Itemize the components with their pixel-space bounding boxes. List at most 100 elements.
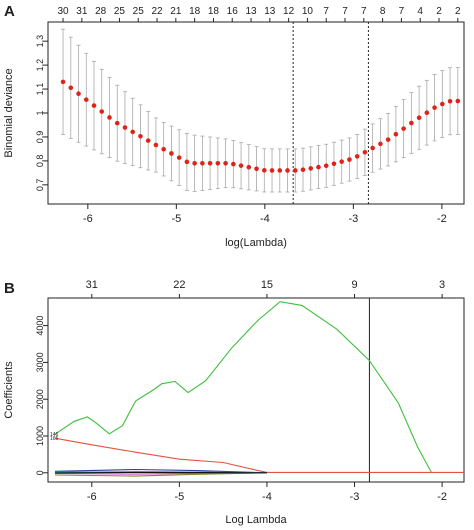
- panel-a-deviance-point: [393, 131, 399, 137]
- panel-a-deviance-point: [362, 149, 368, 155]
- panel-a-deviance-point: [354, 154, 360, 159]
- panel-a-top-axis-label: 16: [227, 6, 239, 17]
- panel-b-x-tick-label: -6: [87, 491, 97, 503]
- panel-a-top-axis-label: 7: [342, 6, 348, 17]
- panel-a-deviance-point: [83, 97, 89, 102]
- panel-b-coefficient-path: [54, 437, 464, 473]
- panel-b-coefficient-paths: Log Lambda Coefficients -6 -5 -4 -3 -2 0 1000 2…: [3, 279, 465, 526]
- panel-a-x-axis-label: log(Lambda): [225, 237, 287, 249]
- panel-a-deviance-point: [68, 85, 74, 91]
- panel-a-top-axis-label: 13: [245, 6, 257, 17]
- panel-a-deviance-point: [138, 133, 143, 139]
- panel-a-y-axis-label: Binomial deviance: [3, 68, 15, 157]
- panel-a-top-axis-label: 21: [170, 6, 182, 17]
- panel-b-label: B: [4, 280, 15, 297]
- panel-a-top-axis-label: 28: [95, 6, 107, 17]
- panel-a-deviance-point: [331, 161, 337, 167]
- panel-a-top-axis-label: 13: [264, 6, 276, 17]
- panel-a-deviance-point: [316, 164, 321, 170]
- panel-a-x-tick-label: -4: [260, 213, 270, 225]
- panel-a-deviance-point: [145, 138, 151, 143]
- panel-a-x-tick-label: -3: [348, 213, 358, 225]
- panel-a-deviance-point: [285, 168, 290, 173]
- panel-b-x-tick-label: -4: [262, 491, 272, 503]
- panel-a-deviance-point: [447, 98, 453, 104]
- panel-b-y-tick-label: 1000: [35, 426, 45, 446]
- panel-a-y-tick-label: 1: [35, 110, 45, 115]
- panel-a-label: A: [4, 3, 15, 20]
- panel-a-deviance-point: [347, 157, 352, 162]
- panel-a-x-tick-label: -2: [437, 213, 447, 225]
- panel-a-top-axis-label: 25: [133, 6, 145, 17]
- panel-a-top-axis-label: 31: [76, 6, 88, 17]
- panel-b-top-axis-label: 15: [261, 279, 273, 291]
- panel-a-top-axis-label: 7: [399, 6, 405, 17]
- panel-b-y-tick-label: 3000: [35, 352, 45, 372]
- panel-a-y-tick-label: 1.1: [35, 83, 45, 96]
- panel-a-deviance-point: [323, 163, 329, 169]
- panel-a-deviance-point: [169, 151, 174, 156]
- panel-a-deviance-point: [455, 98, 461, 104]
- panel-a-deviance-point: [99, 109, 105, 114]
- panel-a-top-axis-label: 22: [151, 6, 163, 17]
- panel-a-deviance-point: [292, 168, 298, 173]
- panel-a-deviance-point: [76, 91, 81, 97]
- panel-a-deviance-point: [440, 101, 445, 107]
- panel-b-coefficient-path: [54, 301, 433, 474]
- panel-b-x-tick-label: -3: [350, 491, 360, 503]
- panel-a-deviance-point: [114, 120, 120, 126]
- panel-a-deviance-point: [107, 115, 112, 120]
- panel-a-top-axis-label: 18: [208, 6, 220, 17]
- panel-b-y-tick-label: 4000: [35, 316, 45, 336]
- panel-a-plot-frame: [47, 21, 465, 205]
- panel-a-top-axis-label: 10: [302, 6, 314, 17]
- panel-a-y-tick-label: 1.2: [35, 59, 45, 72]
- panel-a-y-tick-label: 0.7: [35, 179, 45, 192]
- panel-a-top-axis-label: 2: [436, 6, 442, 17]
- panel-a-top-axis-label: 7: [323, 6, 329, 17]
- panel-a-deviance-point: [153, 142, 159, 148]
- panel-a-top-axis-label: 8: [380, 6, 386, 17]
- panel-a-deviance-point: [238, 163, 244, 168]
- panel-a-deviance-point: [184, 159, 190, 165]
- panel-a-deviance-point: [215, 160, 221, 166]
- panel-a-deviance-point: [424, 110, 430, 116]
- panel-b-x-tick-label: -5: [174, 491, 184, 503]
- panel-a-deviance-point: [261, 168, 267, 173]
- panel-b-x-tick-label: -2: [437, 491, 447, 503]
- panel-b-coefficient-path: [54, 468, 267, 474]
- panel-b-y-tick-label: 2000: [35, 389, 45, 409]
- panel-a-top-axis-label: 2: [455, 6, 461, 17]
- panel-a-deviance-point: [130, 129, 136, 135]
- panel-a-deviance-point: [60, 79, 66, 85]
- panel-a-deviance-point: [246, 164, 252, 170]
- panel-a-deviance-point: [231, 161, 236, 167]
- panel-a-deviance-point: [91, 103, 97, 108]
- panel-a-top-axis-label: 12: [283, 6, 295, 17]
- panel-a-deviance-point: [385, 137, 391, 142]
- panel-b-top-axis-label: 9: [351, 279, 357, 291]
- panel-b-path-label: 146: [50, 432, 59, 438]
- panel-a-deviance-point: [223, 160, 228, 166]
- panel-a-deviance-point: [269, 168, 275, 173]
- panel-a-x-tick-label: -5: [171, 213, 181, 225]
- panel-b-top-axis-label: 31: [86, 279, 98, 291]
- panel-a-top-axis-label: 18: [189, 6, 201, 17]
- panel-a-top-axis-label: 30: [57, 6, 69, 17]
- panel-b-top-axis-label: 3: [439, 279, 445, 291]
- panel-a-top-axis-label: 7: [361, 6, 367, 17]
- panel-a-top-axis-label: 25: [114, 6, 126, 17]
- panel-b-coefficient-path: [54, 471, 267, 474]
- panel-a-deviance-point: [192, 160, 197, 166]
- panel-b-y-axis-label: Coefficients: [3, 361, 15, 419]
- panel-a-deviance-point: [339, 159, 344, 164]
- panel-a-deviance-point: [254, 166, 259, 172]
- panel-a-top-axis-label: 4: [417, 6, 423, 17]
- panel-b-path-label: 165: [50, 436, 59, 442]
- panel-a-deviance-point: [277, 168, 283, 173]
- panel-a-deviance-point: [200, 160, 205, 166]
- panel-a-deviance-point: [378, 141, 383, 147]
- panel-a-deviance-point: [300, 167, 306, 173]
- panel-a-deviance-point: [401, 126, 406, 131]
